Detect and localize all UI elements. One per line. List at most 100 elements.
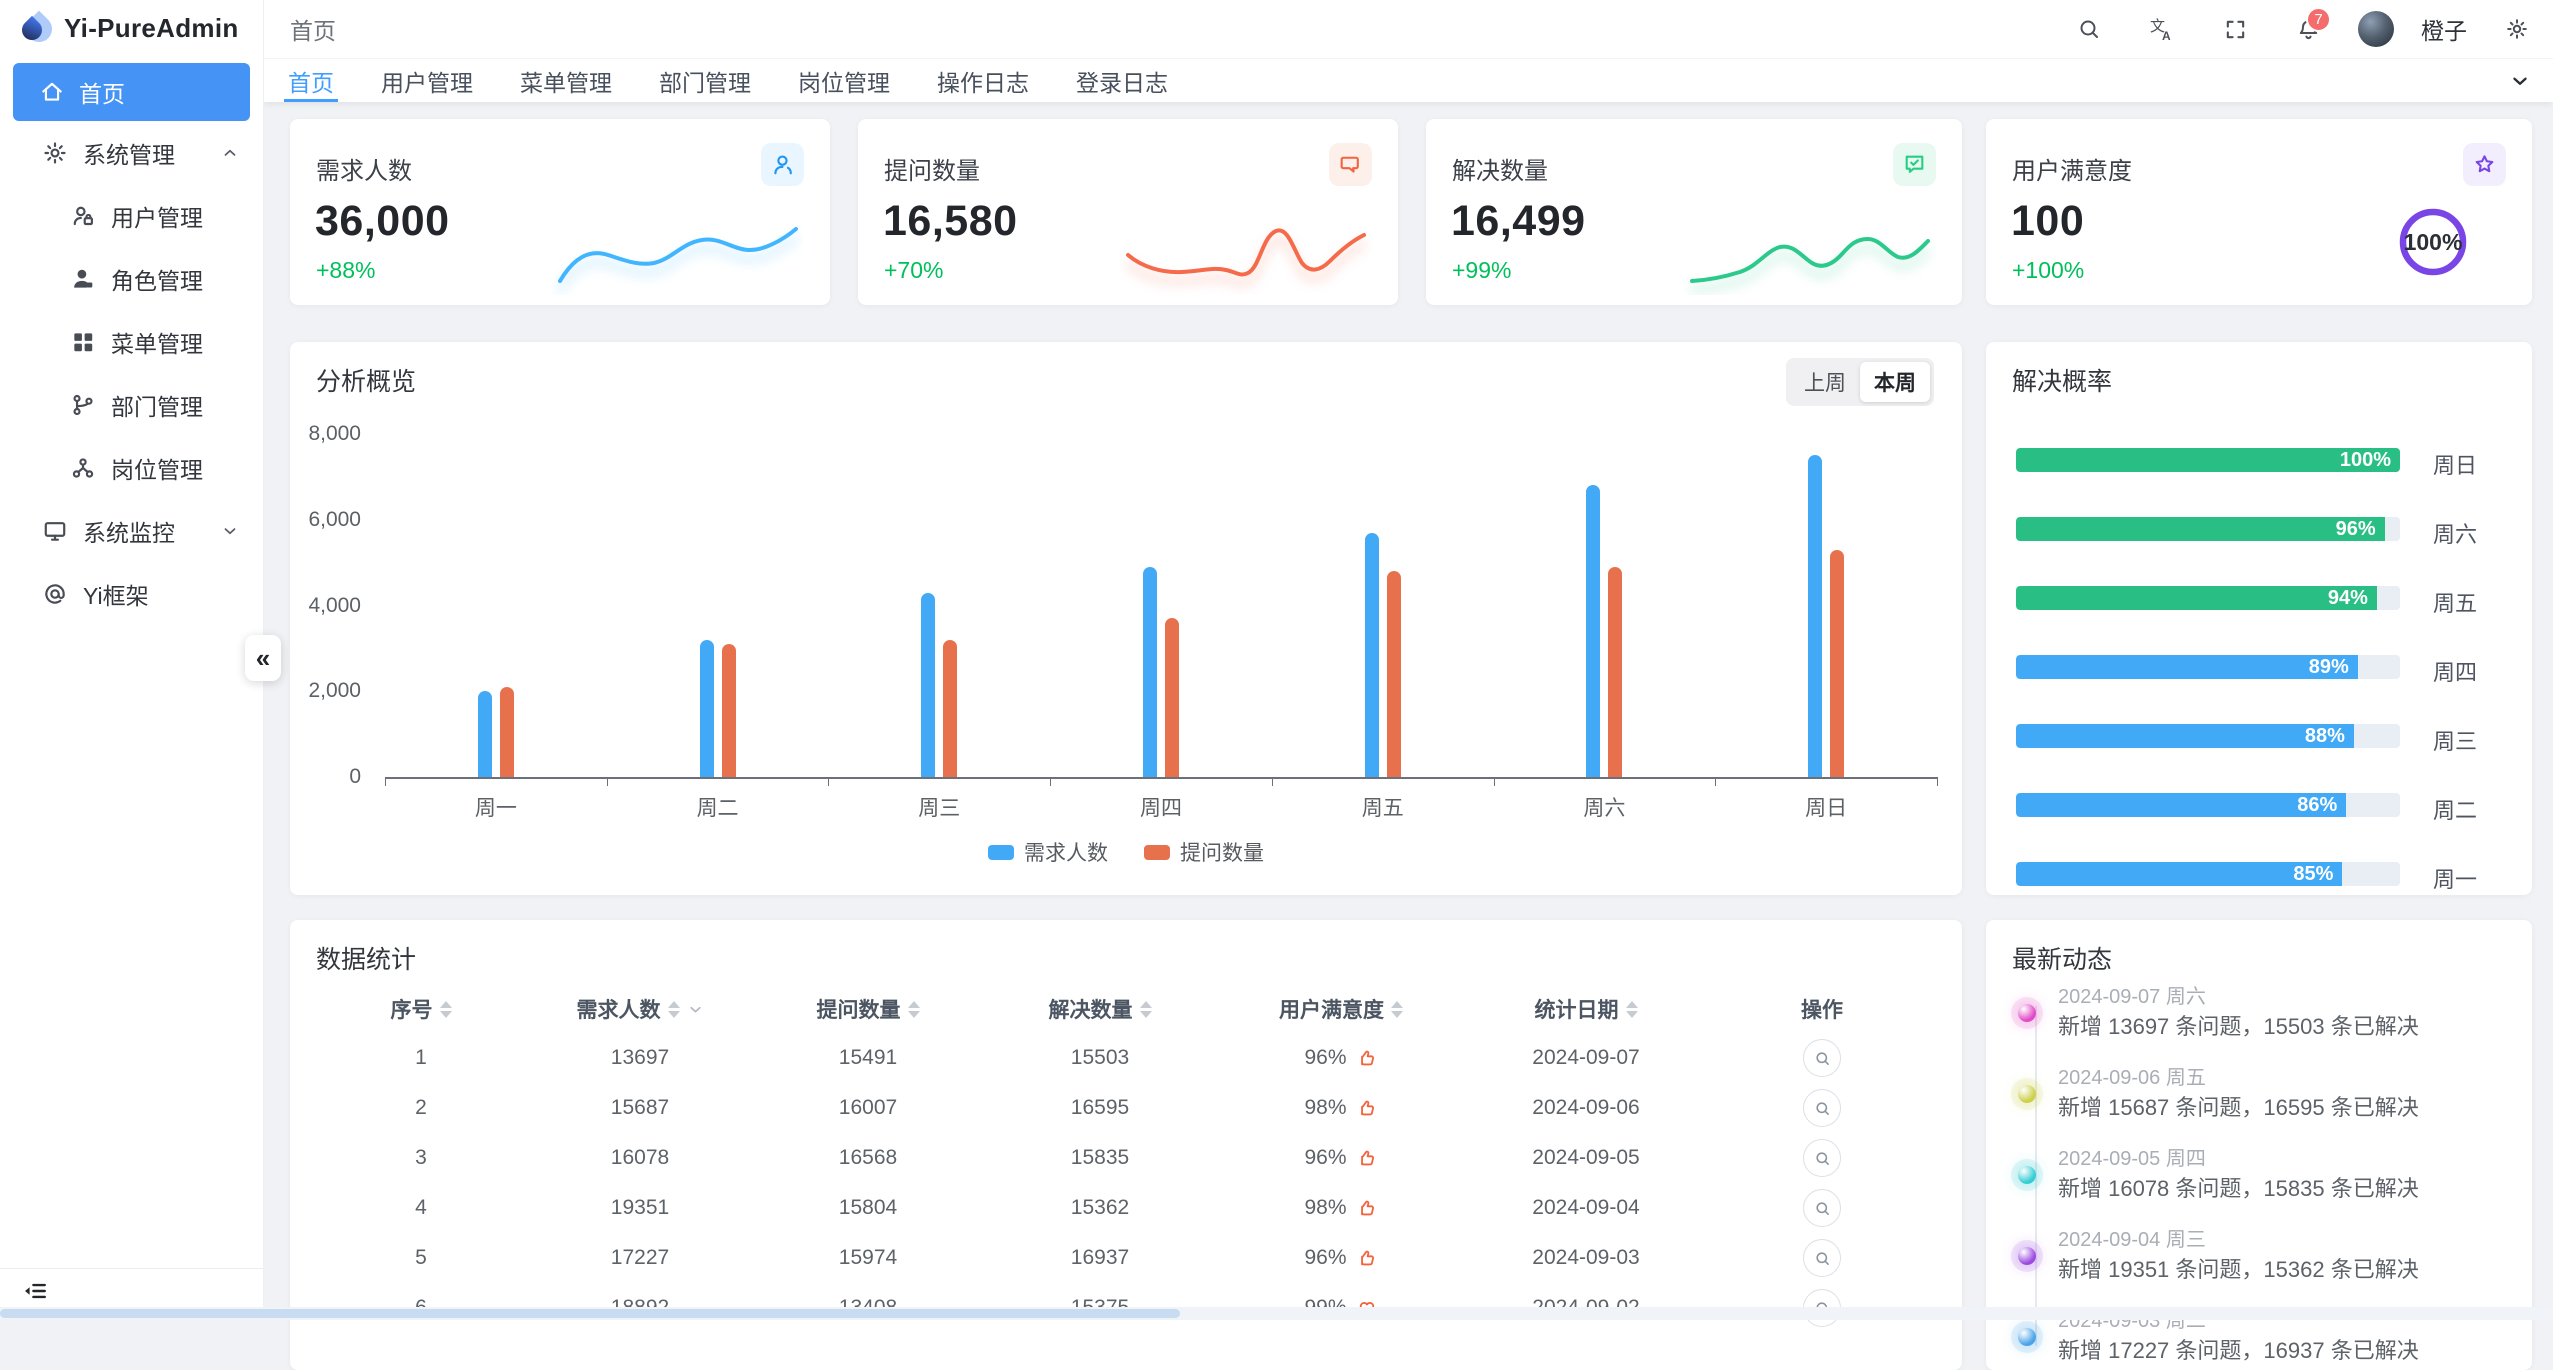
progress-value: 96% <box>2335 518 2376 540</box>
sidebar-item-system-monitor[interactable]: 系统监控 <box>0 499 263 562</box>
settings-gear-icon[interactable] <box>2494 6 2540 52</box>
gear-icon <box>42 140 68 166</box>
legend-item[interactable]: 提问数量 <box>1144 837 1264 867</box>
breadcrumb[interactable]: 首页 <box>290 18 336 44</box>
sidebar-item-label: 菜单管理 <box>111 330 203 357</box>
sort-carets-icon[interactable] <box>667 1000 680 1018</box>
sort-carets-icon[interactable] <box>1139 1000 1152 1018</box>
sidebar-item-label: 系统监控 <box>83 519 175 546</box>
sidebar-item-label: Yi框架 <box>83 582 149 609</box>
timeline-dot <box>2018 1328 2036 1346</box>
date-cell: 2024-09-06 <box>1532 1096 1640 1119</box>
sort-carets-icon[interactable] <box>907 1000 920 1018</box>
toggle-this-week[interactable]: 本周 <box>1860 362 1930 402</box>
fold-sidebar-icon[interactable] <box>22 1278 48 1304</box>
sidebar-item-label: 系统管理 <box>83 141 175 168</box>
stat-delta: +70% <box>884 257 944 283</box>
collapse-sidebar-button[interactable]: « <box>245 635 281 681</box>
column-header-6[interactable]: 统计日期 <box>1465 994 1707 1024</box>
view-detail-button[interactable] <box>1803 1239 1841 1277</box>
sparkline-blue <box>558 227 798 283</box>
view-detail-button[interactable] <box>1803 1039 1841 1077</box>
toggle-last-week[interactable]: 上周 <box>1804 372 1846 395</box>
op-cell <box>1707 1239 1937 1277</box>
sidebar-item-menu-mgmt[interactable]: 菜单管理 <box>0 310 263 373</box>
search-icon[interactable] <box>2066 6 2112 52</box>
tab-3[interactable]: 菜单管理 <box>520 69 612 96</box>
x-axis-tick <box>1715 777 1717 786</box>
sidebar-item-system-mgmt[interactable]: 系统管理 <box>0 121 263 184</box>
progress-value: 88% <box>2304 725 2345 747</box>
username[interactable]: 橙子 <box>2421 18 2467 44</box>
view-detail-button[interactable] <box>1803 1089 1841 1127</box>
sort-carets-icon[interactable] <box>1625 1000 1638 1018</box>
sidebar-item-yi-framework[interactable]: Yi框架 <box>0 562 263 625</box>
column-header-4[interactable]: 解决数量 <box>983 994 1217 1024</box>
logo[interactable]: Yi-PureAdmin <box>0 0 263 57</box>
bar-demand <box>1586 485 1601 777</box>
sidebar-item-role-mgmt[interactable]: 角色管理 <box>0 247 263 310</box>
stat-title: 提问数量 <box>884 158 980 185</box>
chat-icon <box>1329 143 1372 186</box>
fullscreen-icon[interactable] <box>2212 6 2258 52</box>
tab-list: 首页 用户管理 菜单管理 部门管理 岗位管理 操作日志 登录日志 <box>284 59 1168 102</box>
sidebar-item-user-mgmt[interactable]: 用户管理 <box>0 184 263 247</box>
date-cell: 2024-09-04 <box>1532 1196 1640 1219</box>
table-header: 序号 需求人数 提问数量 解决数量 用户满意度 统计日期 操作 <box>315 992 1937 1026</box>
timeline-text: 新增 16078 条问题，15835 条已解决 <box>2058 1176 2419 1201</box>
tab-6[interactable]: 操作日志 <box>937 69 1029 96</box>
column-header-2[interactable]: 需求人数 <box>527 994 753 1024</box>
view-detail-button[interactable] <box>1803 1139 1841 1177</box>
stat-value: 16,580 <box>883 197 1018 245</box>
sidebar-item-home[interactable]: 首页 <box>13 63 250 121</box>
stat-title: 解决数量 <box>1452 158 1548 185</box>
sort-carets-icon[interactable] <box>1391 1000 1403 1018</box>
tab-1[interactable]: 首页 <box>284 59 338 102</box>
progress-track: 100% <box>2016 448 2400 472</box>
tab-2[interactable]: 用户管理 <box>381 69 473 96</box>
timeline-dot <box>2018 1166 2036 1184</box>
tab-5[interactable]: 岗位管理 <box>798 69 890 96</box>
timeline-text: 新增 19351 条问题，15362 条已解决 <box>2058 1257 2419 1282</box>
table-row: 2 15687 16007 16595 98% 2024-09-06 <box>315 1083 1937 1133</box>
progress-day-label: 周五 <box>2433 591 2478 616</box>
y-axis-label: 6,000 <box>308 507 361 531</box>
sidebar-item-dept-mgmt[interactable]: 部门管理 <box>0 373 263 436</box>
sort-carets-icon[interactable] <box>439 1000 452 1018</box>
table-row: 3 16078 16568 15835 96% 2024-09-05 <box>315 1133 1937 1183</box>
monitor-icon <box>42 518 68 544</box>
legend-swatch <box>988 844 1014 860</box>
date-cell: 2024-09-07 <box>1532 1046 1640 1069</box>
bar-questions <box>1165 618 1179 777</box>
date-cell: 2024-09-05 <box>1532 1146 1640 1169</box>
filter-chevron-icon[interactable] <box>687 1001 704 1018</box>
progress-value: 85% <box>2293 863 2334 885</box>
horizontal-scrollbar-thumb[interactable] <box>0 1309 1180 1318</box>
bar-questions <box>943 639 958 777</box>
avatar[interactable] <box>2358 11 2394 47</box>
chevron-down-icon <box>221 522 239 540</box>
column-header-5[interactable]: 用户满意度 <box>1217 994 1465 1024</box>
satisfaction-cell: 98% <box>1217 1196 1465 1220</box>
column-label: 统计日期 <box>1534 999 1619 1022</box>
at-icon <box>42 581 68 607</box>
legend-item[interactable]: 需求人数 <box>988 837 1108 867</box>
column-header-1[interactable]: 序号 <box>315 994 527 1024</box>
satisfaction-value: 98% <box>1304 1196 1347 1219</box>
sidebar-item-post-mgmt[interactable]: 岗位管理 <box>0 436 263 499</box>
tabs-chevron-down-icon[interactable] <box>2500 59 2540 102</box>
x-axis-tick <box>828 777 830 786</box>
tab-7[interactable]: 登录日志 <box>1076 69 1168 96</box>
analysis-title: 分析概览 <box>316 368 417 396</box>
bell-icon[interactable]: 7 <box>2285 6 2331 52</box>
analysis-card: 分析概览 上周 本周 0 2,000 4,000 6,000 8,000 周一 周二 周三 周四… <box>290 342 1962 895</box>
tab-4[interactable]: 部门管理 <box>659 69 751 96</box>
branch-icon <box>70 392 96 418</box>
column-header-3[interactable]: 提问数量 <box>753 994 983 1024</box>
y-axis-label: 0 <box>349 765 361 788</box>
solve-row: 86% 周二 <box>1986 771 2532 840</box>
view-detail-button[interactable] <box>1803 1189 1841 1227</box>
progress-day-label: 周三 <box>2433 729 2478 754</box>
user-filled-icon <box>70 266 96 292</box>
